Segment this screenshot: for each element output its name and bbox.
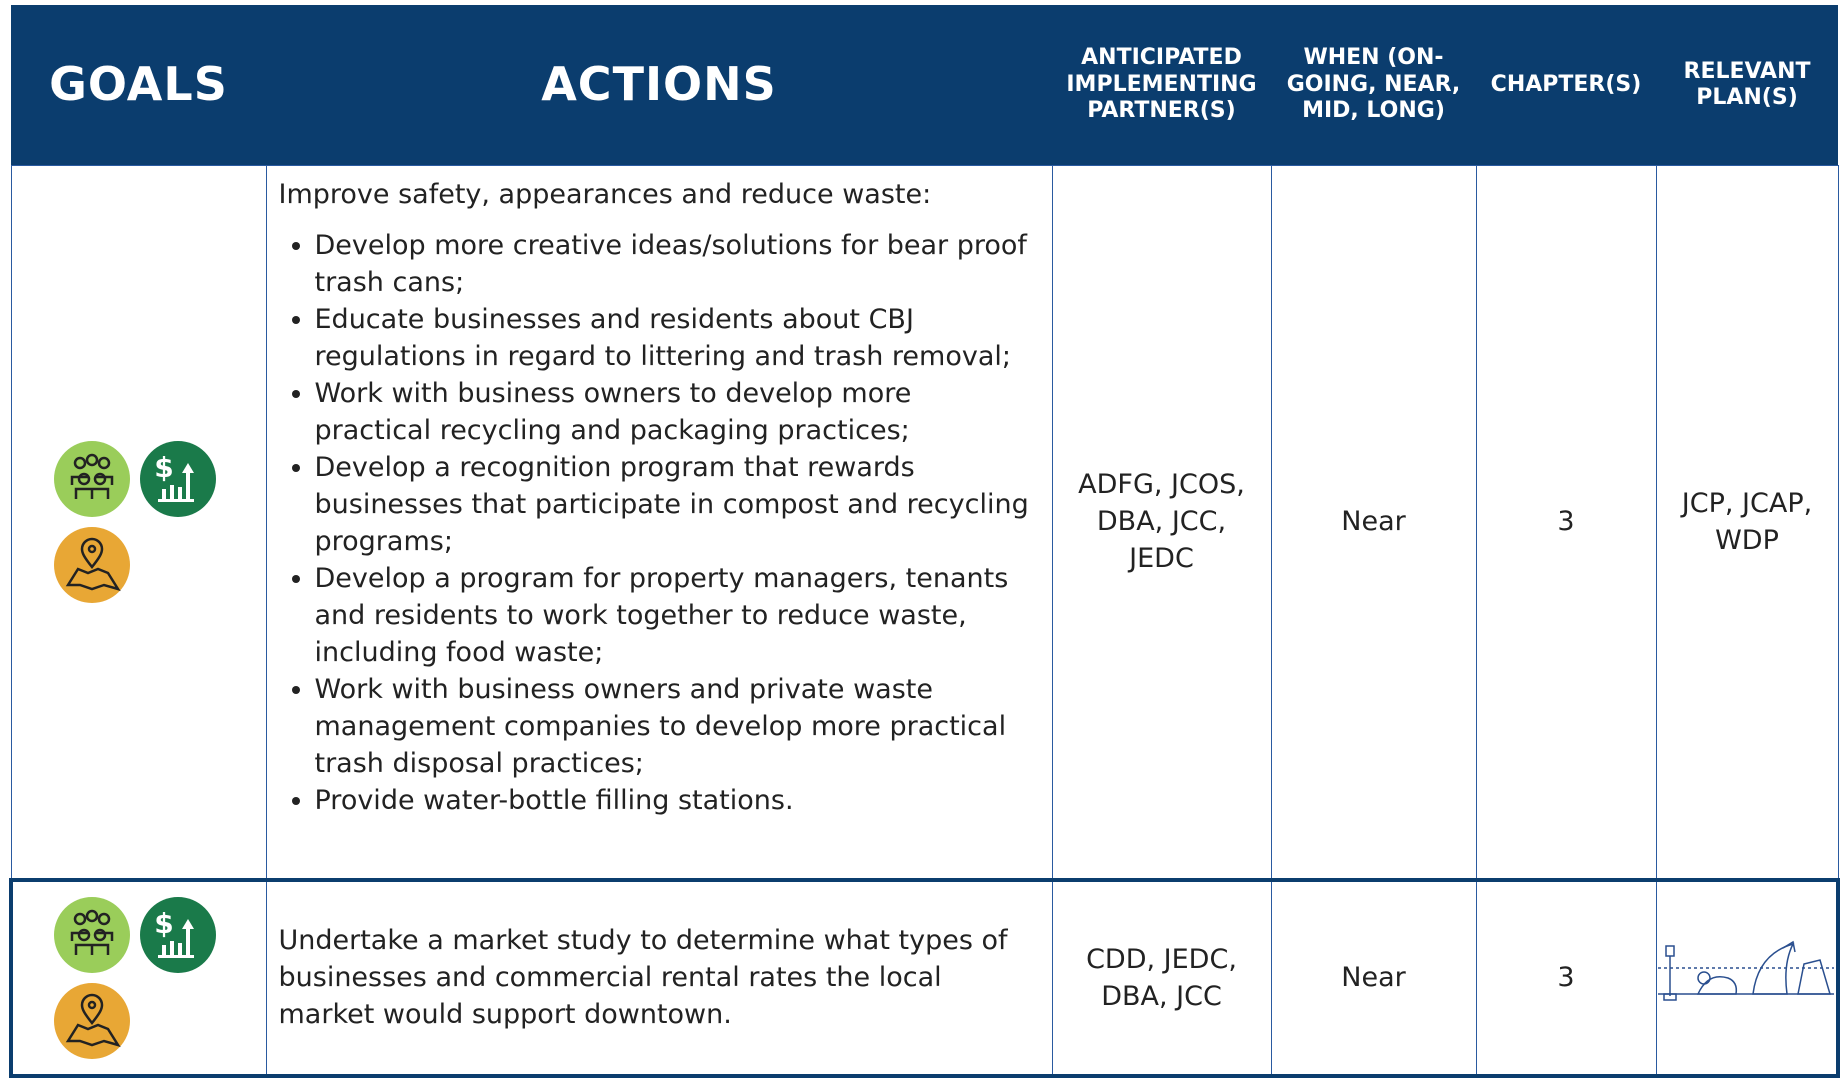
bullet: Develop more creative ideas/solutions fo… xyxy=(315,227,1034,301)
plans-cell: JCP, JCAP, WDP xyxy=(1655,165,1839,880)
partners-cell: CDD, JEDC, DBA, JCC xyxy=(1051,877,1272,1078)
header-cell: GOALS xyxy=(11,5,266,166)
plans-cell xyxy=(1655,877,1840,1078)
goal-icon xyxy=(53,440,130,517)
bullet: Educate businesses and residents about C… xyxy=(315,301,1034,375)
header-cell: CHAPTER(S) xyxy=(1476,5,1656,166)
goal-icon xyxy=(54,982,131,1059)
goal-icons: $ xyxy=(54,896,224,1059)
chapter-cell: 3 xyxy=(1475,877,1657,1078)
action-cell: Undertake a market study to determine wh… xyxy=(265,877,1053,1078)
header-cell: RELEVANT PLAN(S) xyxy=(1656,5,1838,166)
header-cell: ACTIONS xyxy=(266,5,1052,166)
svg-text:$: $ xyxy=(154,451,173,484)
partners-cell: ADFG, JCOS, DBA, JCC, JEDC xyxy=(1051,165,1272,880)
bullet: Develop a recognition program that rewar… xyxy=(315,449,1034,560)
goal-icon: $ xyxy=(139,440,216,517)
illustration xyxy=(1658,940,1835,1001)
header-cell: ANTICIPATED IMPLEMENTING PARTNER(S) xyxy=(1052,5,1271,166)
action-intro: Improve safety, appearances and reduce w… xyxy=(278,179,932,210)
row: $ Improve safety, appearances and reduce… xyxy=(10,165,1839,880)
when-cell: Near xyxy=(1270,877,1477,1078)
goal-icons: $ xyxy=(53,440,224,603)
bullet-list: Develop more creative ideas/solutions fo… xyxy=(279,227,1034,819)
bullet: Develop a program for property managers,… xyxy=(315,560,1034,671)
bullet: Work with business owners and private wa… xyxy=(315,671,1034,782)
goals-cell: $ xyxy=(10,165,267,880)
bullet: Provide water-bottle filling stations. xyxy=(315,782,1034,819)
chapter-cell: 3 xyxy=(1475,165,1657,880)
goal-icon: $ xyxy=(140,896,217,973)
action-cell: Improve safety, appearances and reduce w… xyxy=(265,165,1053,880)
header-row: GOALS ACTIONS ANTICIPATED IMPLEMENTING P… xyxy=(11,5,1838,166)
header-cell: WHEN (ON-GOING, NEAR, MID, LONG) xyxy=(1271,5,1476,166)
goal-icon xyxy=(53,526,130,603)
row: $ Undertake a market study to determine … xyxy=(9,877,1840,1078)
goal-icon xyxy=(54,896,131,973)
action-table: GOALS ACTIONS ANTICIPATED IMPLEMENTING P… xyxy=(9,5,1840,1078)
goals-cell: $ xyxy=(9,877,267,1078)
svg-text:$: $ xyxy=(155,907,174,940)
bullet: Work with business owners to develop mor… xyxy=(315,375,1034,449)
when-cell: Near xyxy=(1270,165,1477,880)
